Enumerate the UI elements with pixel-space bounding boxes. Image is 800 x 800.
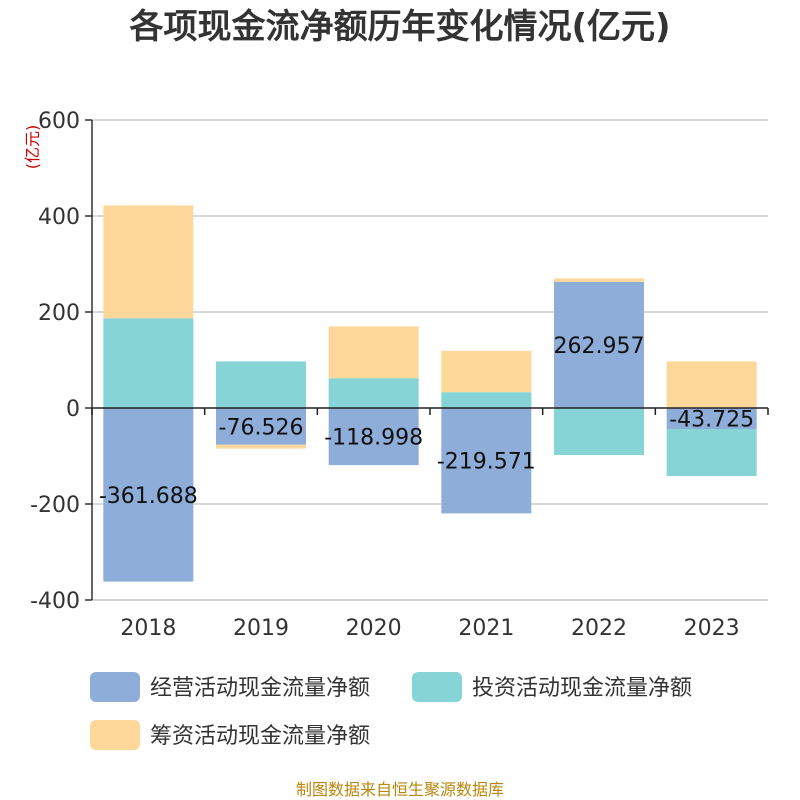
- legend-swatch: [90, 672, 140, 702]
- data-label: -76.526: [219, 415, 304, 440]
- data-label: -43.725: [669, 407, 754, 432]
- legend-label: 经营活动现金流量净额: [150, 676, 370, 701]
- bar-segment: [216, 444, 306, 449]
- x-tick-label: 2018: [120, 616, 176, 641]
- data-label: 262.957: [554, 334, 645, 359]
- x-tick-label: 2021: [458, 616, 514, 641]
- bar-segment: [216, 408, 306, 445]
- source-note: 制图数据来自恒生聚源数据库: [296, 780, 504, 799]
- data-label: -118.998: [324, 426, 423, 451]
- bar-segment: [554, 278, 644, 282]
- y-tick-label: 600: [38, 109, 80, 134]
- x-tick-label: 2023: [684, 616, 740, 641]
- y-tick-label: -200: [30, 493, 80, 518]
- bar-segment: [441, 392, 532, 408]
- x-tick-label: 2022: [571, 616, 627, 641]
- x-tick-label: 2019: [233, 616, 289, 641]
- y-tick-label: 200: [38, 301, 80, 326]
- data-labels: -361.688 -76.526 -118.998 -219.571 262.957 -4…: [99, 334, 754, 509]
- y-tick-label: 0: [66, 397, 80, 422]
- bar-segment: [103, 318, 194, 408]
- grid-lines: [92, 119, 768, 601]
- legend-swatch: [90, 720, 140, 750]
- y-tick-label: 400: [38, 205, 80, 230]
- x-tick-label: 2020: [346, 616, 402, 641]
- chart-title: 各项现金流净额历年变化情况(亿元): [129, 7, 670, 47]
- data-label: -361.688: [99, 484, 198, 509]
- bar-segment: [666, 408, 757, 429]
- data-label: -219.571: [437, 450, 536, 475]
- bar-segment: [554, 408, 644, 456]
- bar-segment: [441, 350, 532, 393]
- legend-swatch: [412, 672, 462, 702]
- bar-segment: [328, 326, 419, 379]
- axes: 600 400 200 0 -200 -400 2018 2019 2020 2021 2022 20…: [30, 109, 769, 641]
- y-axis-unit-label: (亿元): [23, 125, 42, 170]
- bar-segment: [216, 361, 306, 408]
- bar-segment: [441, 408, 532, 514]
- bar-segment: [554, 281, 644, 408]
- bar-segment: [328, 378, 419, 408]
- bar-segment: [103, 205, 194, 319]
- bar-segment: [666, 361, 757, 408]
- bar-segment: [103, 408, 194, 582]
- bars: [103, 205, 757, 582]
- legend-label: 投资活动现金流量净额: [472, 676, 692, 701]
- y-tick-label: -400: [30, 589, 80, 614]
- bar-segment: [328, 408, 419, 466]
- bar-segment: [666, 428, 757, 477]
- legend-label: 筹资活动现金流量净额: [150, 724, 370, 749]
